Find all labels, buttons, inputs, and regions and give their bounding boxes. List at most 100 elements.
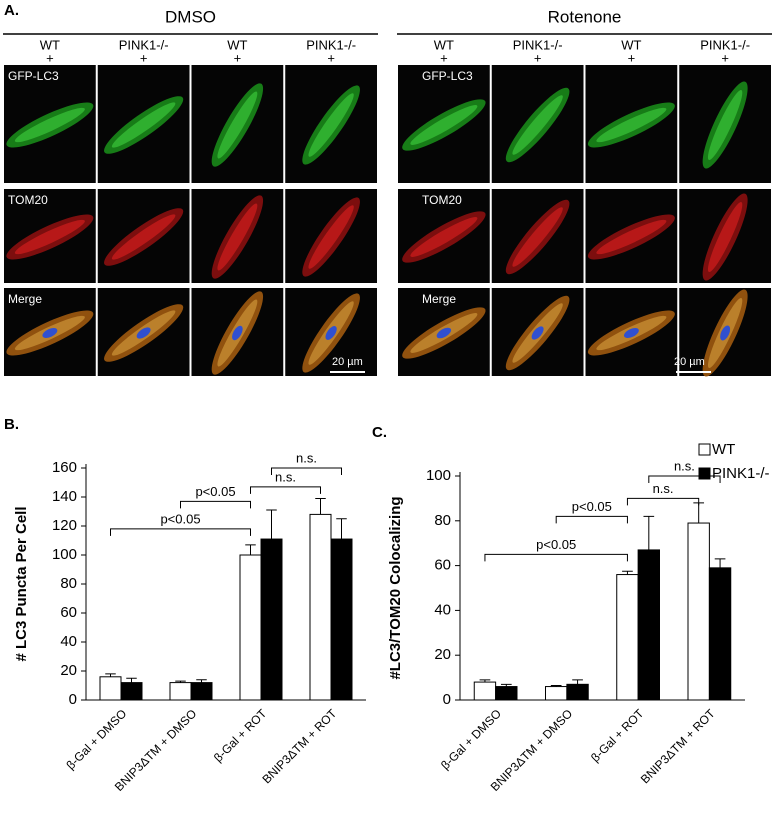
row-label: GFP-LC3 — [8, 69, 59, 83]
cell-highlight — [14, 219, 85, 255]
column-header: + — [140, 50, 148, 65]
cell-highlight — [410, 105, 478, 145]
column-header: + — [440, 50, 448, 65]
column-header: PINK1-/- — [119, 37, 169, 52]
cell-highlight — [512, 207, 563, 267]
error-bar — [500, 683, 512, 687]
legend-label: PINK1-/- — [712, 465, 770, 482]
bar — [545, 686, 568, 701]
column-header: + — [534, 50, 542, 65]
scale-bar-label: 20 µm — [332, 356, 363, 368]
x-tick-label: β-Gal + ROT — [588, 706, 647, 765]
legend-swatch — [698, 467, 711, 480]
column-header: + — [46, 50, 54, 65]
significance-label: n.s. — [296, 450, 317, 465]
cell-highlight — [111, 102, 176, 148]
error-bar — [643, 515, 655, 550]
cell-highlight — [308, 93, 354, 157]
legend-swatch — [698, 443, 711, 456]
axes — [459, 472, 745, 701]
significance-label: n.s. — [653, 481, 674, 496]
error-bar — [105, 673, 116, 677]
significance-label: n.s. — [275, 469, 296, 484]
error-bar — [196, 679, 207, 683]
nucleus — [720, 325, 731, 341]
error-bar — [175, 680, 186, 683]
cell-highlight — [596, 107, 667, 143]
error-bar — [245, 544, 256, 555]
bar — [473, 681, 497, 701]
cell-highlight — [707, 201, 743, 273]
column-header: PINK1-/- — [306, 37, 356, 52]
y-tick-label: 20 — [434, 646, 451, 663]
cell-highlight — [707, 89, 743, 161]
y-tick-label: 120 — [52, 517, 77, 534]
significance-label: p<0.05 — [536, 537, 576, 552]
cell-highlight — [410, 217, 478, 257]
significance-bracket — [555, 515, 628, 524]
nucleus — [531, 326, 544, 340]
row-label: TOM20 — [422, 193, 462, 207]
bar — [495, 686, 518, 701]
bar — [120, 682, 143, 701]
nucleus — [42, 328, 58, 338]
nucleus — [136, 327, 151, 339]
x-tick-label: β-Gal + ROT — [211, 706, 270, 765]
error-bar — [126, 677, 137, 683]
bar — [637, 549, 660, 701]
x-tick-label: β-Gal + DMSO — [438, 706, 504, 772]
column-header: PINK1-/- — [700, 37, 750, 52]
significance-label: p<0.05 — [160, 511, 200, 526]
y-tick-label: 60 — [434, 557, 451, 574]
column-header: + — [628, 50, 636, 65]
bar — [616, 574, 639, 701]
significance-label: p<0.05 — [572, 499, 612, 514]
nucleus — [325, 326, 337, 340]
column-header: WT — [434, 37, 454, 52]
cell-highlight — [512, 95, 563, 155]
bar — [260, 538, 283, 701]
x-tick-label: β-Gal + DMSO — [63, 706, 129, 772]
error-bar — [479, 679, 491, 683]
panel-label: B. — [4, 416, 19, 433]
cell-highlight — [596, 219, 667, 255]
nucleus — [436, 327, 452, 339]
error-bar — [336, 518, 347, 540]
scale-bar-label: 20 µm — [674, 356, 705, 368]
error-bar — [550, 684, 562, 687]
y-tick-label: 160 — [52, 459, 77, 476]
row-label: GFP-LC3 — [422, 69, 473, 83]
bar — [309, 513, 332, 701]
x-tick-label: BNIP3ΔTM + ROT — [638, 706, 718, 786]
panel-label: C. — [372, 424, 387, 441]
nucleus — [232, 325, 243, 341]
group-title: Rotenone — [548, 7, 622, 26]
error-bar — [266, 509, 277, 540]
panel-label: A. — [4, 2, 19, 19]
cell-highlight — [111, 214, 176, 260]
y-tick-label: 20 — [60, 662, 77, 679]
group-title: DMSO — [165, 7, 216, 26]
error-bar — [714, 558, 726, 568]
nucleus — [623, 328, 639, 338]
significance-bracket — [626, 497, 700, 506]
significance-bracket — [484, 553, 628, 562]
error-bar — [693, 502, 705, 524]
significance-bracket — [271, 467, 342, 475]
column-header: + — [327, 50, 335, 65]
y-tick-label: 80 — [60, 575, 77, 592]
significance-bracket — [648, 475, 721, 483]
error-bar — [315, 497, 326, 515]
y-tick-label: 40 — [434, 601, 451, 618]
column-header: + — [234, 50, 242, 65]
significance-bracket — [110, 528, 251, 536]
cell-highlight — [14, 107, 85, 143]
row-label: Merge — [8, 292, 42, 306]
y-tick-label: 80 — [434, 512, 451, 529]
y-tick-label: 40 — [60, 633, 77, 650]
column-header: WT — [40, 37, 60, 52]
x-tick-label: BNIP3ΔTM + ROT — [259, 706, 339, 786]
row-label: TOM20 — [8, 193, 48, 207]
y-tick-label: 100 — [426, 467, 451, 484]
